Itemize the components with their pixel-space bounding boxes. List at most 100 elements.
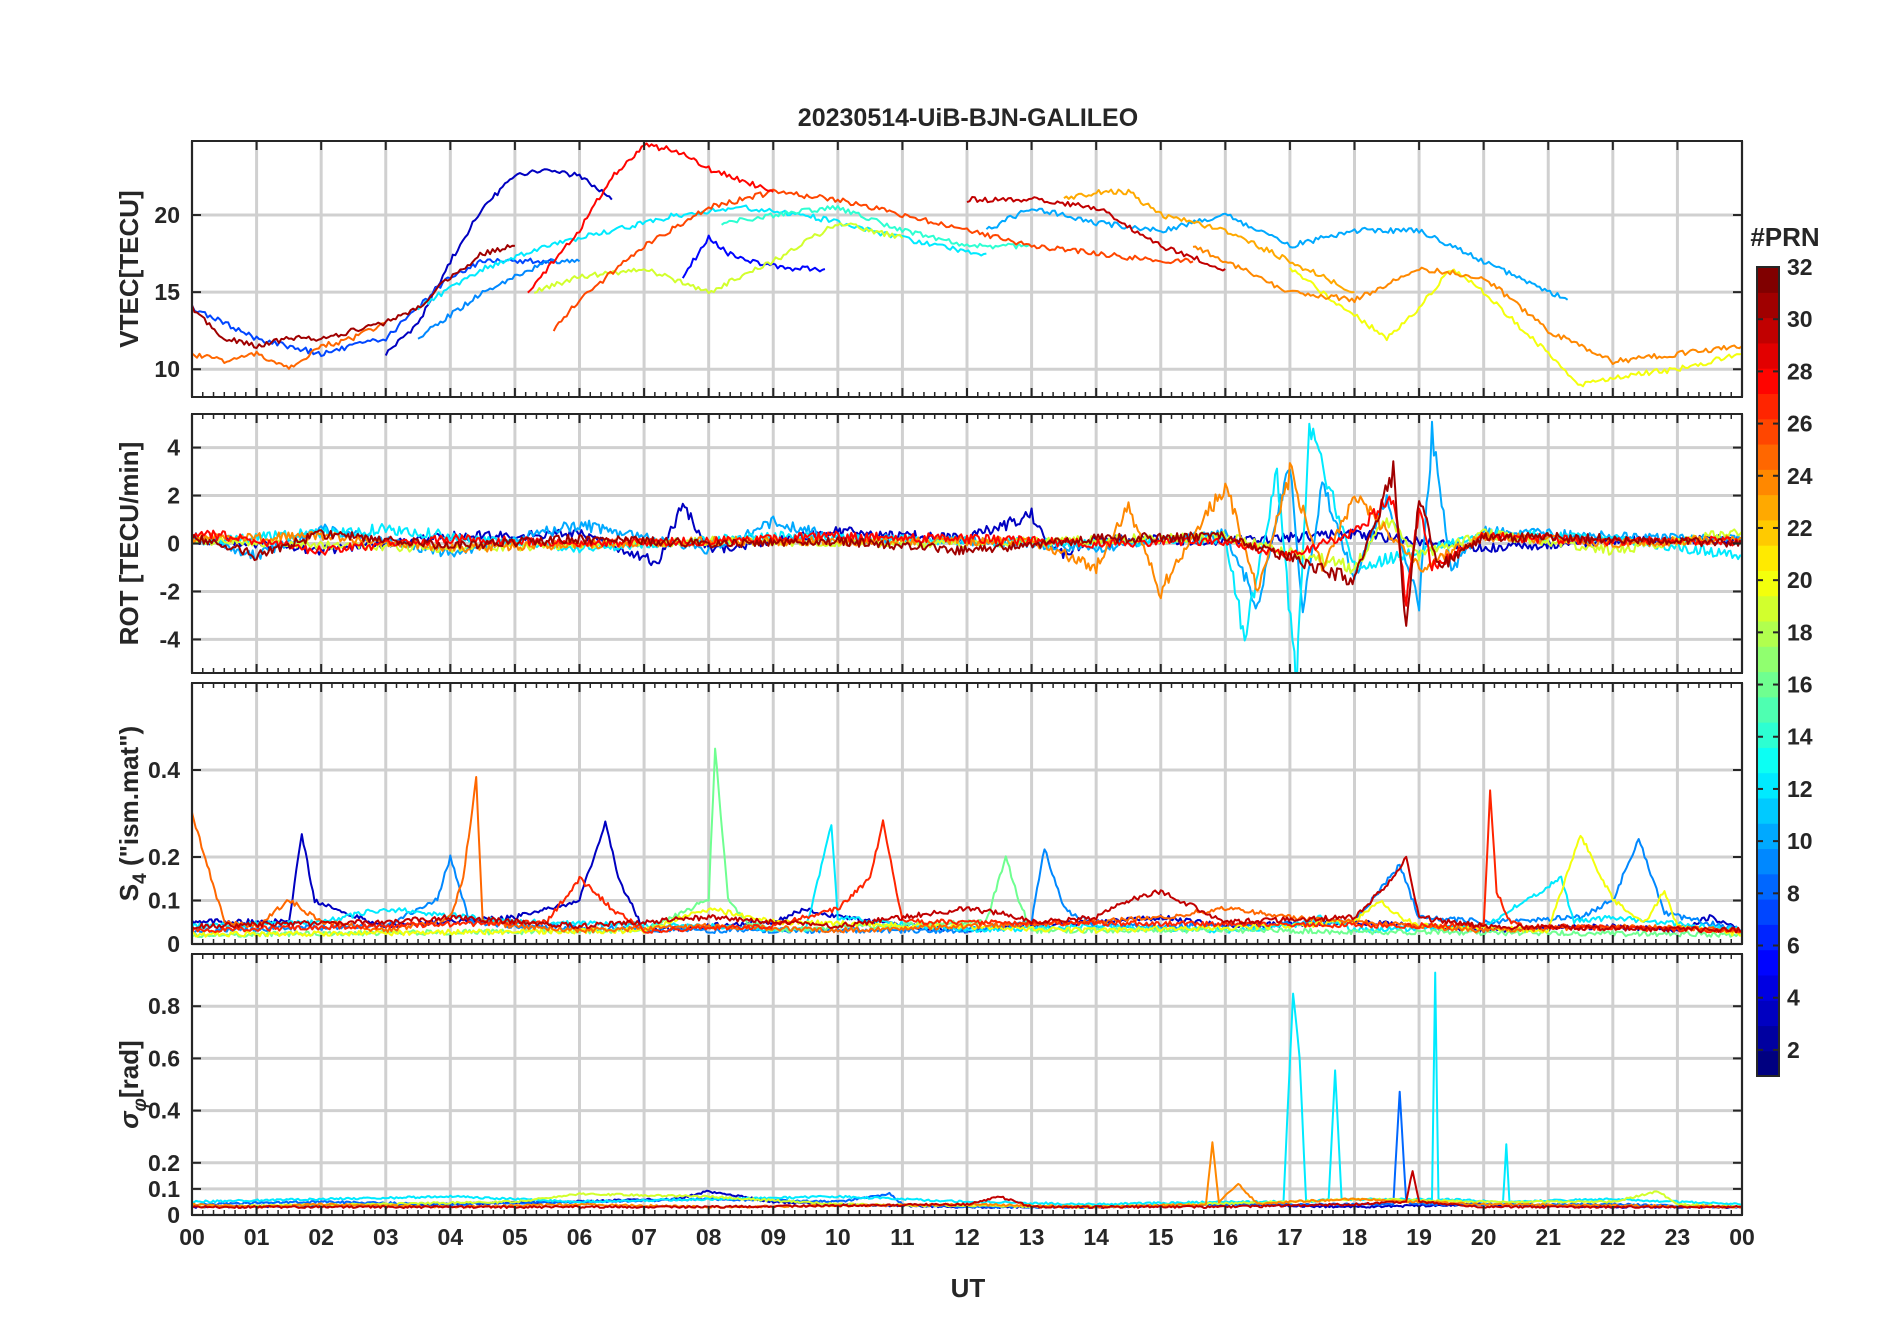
x-tick-label: 14 (1083, 1224, 1109, 1250)
x-tick-label: 16 (1213, 1224, 1239, 1250)
colorbar-tick-label: 14 (1787, 724, 1813, 750)
colorbar-swatch (1757, 267, 1779, 293)
x-tick-label: 09 (760, 1224, 786, 1250)
y-tick-label: 0.2 (148, 844, 180, 870)
colorbar-tick-label: 20 (1787, 567, 1813, 593)
x-tick-label: 13 (1019, 1224, 1045, 1250)
y-axis-label: S4 ("ism.mat") (114, 726, 151, 901)
x-tick-label: 22 (1600, 1224, 1626, 1250)
colorbar-tick-label: 22 (1787, 515, 1813, 541)
colorbar-swatch (1757, 924, 1779, 951)
y-tick-label: 15 (154, 279, 180, 305)
series-line-prn-20 (1289, 267, 1742, 388)
colorbar-swatch (1757, 317, 1779, 344)
y-tick-label: 0.1 (148, 888, 180, 914)
colorbar-title: #PRN (1750, 222, 1819, 252)
colorbar-swatch (1757, 1050, 1779, 1077)
x-tick-label: 18 (1342, 1224, 1368, 1250)
colorbar-swatch (1757, 823, 1779, 850)
colorbar-tick-label: 12 (1787, 776, 1813, 802)
x-tick-label: 07 (631, 1224, 657, 1250)
y-tick-label: 10 (154, 356, 180, 382)
colorbar-swatch (1757, 772, 1779, 799)
colorbar-tick-label: 4 (1787, 985, 1800, 1011)
colorbar-swatch (1757, 797, 1779, 824)
sigma-phi-panel: 00.10.2 0.4 0.6 0.8 σφ[rad] (114, 953, 1744, 1228)
y-tick-label: 0 (167, 931, 180, 957)
colorbar-tick-label: 6 (1787, 933, 1800, 959)
colorbar-tick-label: 26 (1787, 411, 1813, 437)
series-line-prn-24 (1192, 245, 1742, 365)
colorbar-swatch (1757, 747, 1779, 774)
series-line-prn-14 (721, 205, 1032, 250)
y-axis-label: σφ[rad] (114, 1040, 151, 1128)
y-tick-label: 4 (167, 435, 180, 461)
colorbar-tick-label: 10 (1787, 828, 1813, 854)
series-line-prn-3 (384, 168, 613, 356)
x-tick-label: 17 (1277, 1224, 1303, 1250)
y-tick-label: -4 (160, 626, 181, 652)
series-line-prn-31 (192, 460, 1742, 627)
y-tick-label: 0.6 (148, 1045, 180, 1071)
colorbar-swatch (1757, 368, 1779, 395)
series-line-prn-12 (192, 971, 1742, 1207)
y-tick-label: 0.8 (148, 993, 180, 1019)
colorbar-swatch (1757, 342, 1779, 369)
y-tick-label: 0.1 (148, 1176, 180, 1202)
colorbar-tick-label: 32 (1787, 254, 1813, 280)
colorbar-swatch (1757, 595, 1779, 622)
x-tick-label: 21 (1535, 1224, 1561, 1250)
rot-panel: -4 -2 0 2 4 ROT [TECU/min] (114, 413, 1744, 674)
y-tick-label: 2 (167, 483, 180, 509)
colorbar-swatch (1757, 494, 1779, 521)
colorbar-swatch (1757, 671, 1779, 698)
colorbar-swatch (1757, 1000, 1779, 1027)
colorbar-swatch (1757, 722, 1779, 748)
colorbar-tick-label: 8 (1787, 880, 1800, 906)
colorbar-swatch (1757, 1025, 1779, 1052)
y-axis-label: ROT [TECU/min] (114, 442, 144, 646)
vtec-panel: 10 15 20 VTEC[TECU] (114, 140, 1744, 398)
s4-panel: 0 0.1 0.2 0.4S4 ("ism.mat") (114, 682, 1744, 957)
colorbar-tick-label: 16 (1787, 672, 1813, 698)
colorbar-swatch (1757, 545, 1779, 571)
x-tick-label: 00 (1729, 1224, 1755, 1250)
y-tick-label: 0 (167, 1202, 180, 1228)
y-tick-label: 0.4 (148, 757, 180, 783)
figure-title: 20230514-UiB-BJN-GALILEO (798, 104, 1138, 132)
colorbar-swatch (1757, 393, 1779, 420)
colorbar-swatch (1757, 570, 1779, 597)
x-tick-label: 01 (244, 1224, 270, 1250)
colorbar-swatch (1757, 292, 1779, 319)
colorbar-tick-label: 24 (1787, 463, 1813, 489)
series-line-prn-28 (527, 142, 774, 294)
colorbar-swatch (1757, 469, 1779, 496)
x-tick-label: 12 (954, 1224, 980, 1250)
series-line-prn-9 (417, 258, 581, 340)
colorbar-tick-label: 2 (1787, 1037, 1800, 1063)
colorbar-swatch (1757, 620, 1779, 647)
x-tick-labels: 00 01 02 03 04 05 06 07 08 09 10 11 12 13 14 15 16 17 18 19… (179, 1224, 1755, 1250)
series-line-prn-10 (985, 207, 1569, 301)
x-tick-label: 04 (438, 1224, 464, 1250)
colorbar-swatch (1757, 899, 1779, 925)
series-line-prn-30 (192, 855, 1742, 934)
colorbar-swatch (1757, 873, 1779, 900)
y-tick-label: 0.4 (148, 1098, 180, 1124)
y-tick-label: 0 (167, 531, 180, 557)
series-line-prn-5 (681, 234, 826, 279)
x-tick-label: 03 (373, 1224, 399, 1250)
x-tick-label: 05 (502, 1224, 528, 1250)
x-tick-label: 02 (308, 1224, 334, 1250)
x-tick-label: 08 (696, 1224, 722, 1250)
colorbar-swatch (1757, 418, 1779, 445)
series-line-prn-23 (1063, 188, 1355, 294)
series-line-prn-19 (533, 222, 904, 295)
x-tick-label: 11 (890, 1224, 915, 1250)
y-axis-label: VTEC[TECU] (114, 190, 144, 347)
colorbar-tick-label: 18 (1787, 619, 1813, 645)
colorbar-swatch (1757, 646, 1779, 673)
x-tick-label: 15 (1148, 1224, 1174, 1250)
